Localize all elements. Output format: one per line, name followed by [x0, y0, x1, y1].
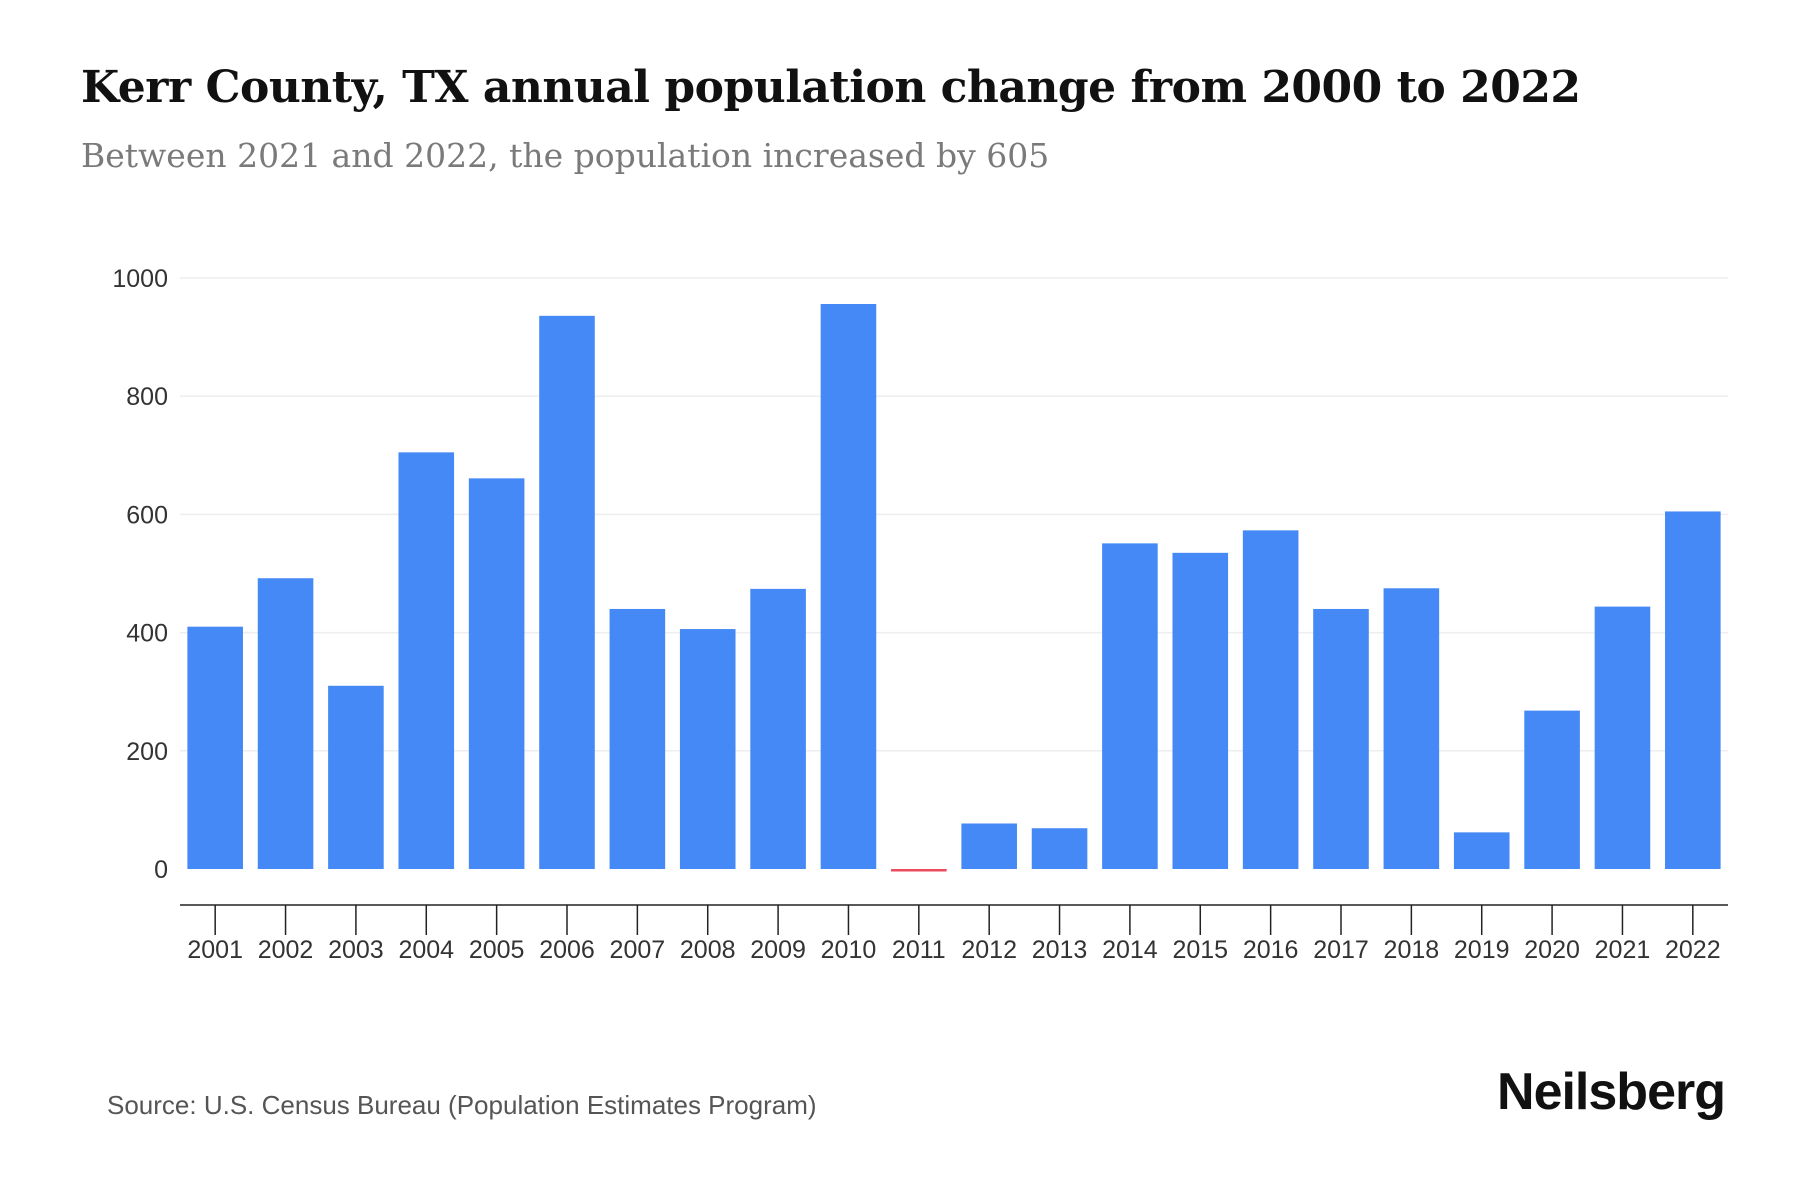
bar-2015 [1172, 552, 1229, 869]
x-tick-label: 2015 [1172, 936, 1228, 964]
x-tick-label: 2006 [539, 936, 595, 964]
x-tick-label: 2014 [1102, 936, 1158, 964]
y-axis-ticks: 0 200 400 600 800 1000 [112, 265, 168, 884]
y-tick-label: 200 [126, 738, 168, 766]
y-tick-label: 400 [126, 620, 168, 648]
x-tick-label: 2005 [469, 936, 525, 964]
bar-2007 [609, 608, 666, 869]
bar-2016 [1242, 530, 1299, 869]
bar-2019 [1453, 832, 1510, 869]
x-tick-label: 2021 [1595, 936, 1651, 964]
bar-2022 [1665, 511, 1721, 869]
bar-2018 [1383, 588, 1440, 869]
bar-2011 [891, 869, 947, 872]
x-tick-label: 2012 [961, 936, 1017, 964]
y-tick-label: 1000 [112, 265, 168, 293]
x-tick-label: 2011 [892, 936, 946, 964]
x-tick-label: 2004 [398, 936, 454, 964]
x-tick-label: 2007 [610, 936, 666, 964]
bar-2010 [820, 304, 877, 869]
x-tick-label: 2010 [821, 936, 877, 964]
bar-2013 [1031, 828, 1088, 869]
bar-2009 [750, 588, 806, 869]
x-tick-label: 2009 [750, 936, 806, 964]
bar-2001 [187, 626, 243, 869]
x-tick-label: 2003 [328, 936, 384, 964]
x-tick-label: 2020 [1524, 936, 1580, 964]
bars [187, 304, 1721, 872]
bar-2008 [679, 629, 736, 869]
x-tick-label: 2008 [680, 936, 736, 964]
bar-2021 [1594, 606, 1651, 869]
x-axis-ticks: 2001 2002 2003 2004 2005 2006 2007 2008 2009 2010… [187, 905, 1721, 964]
bar-2002 [257, 578, 314, 869]
bar-2005 [468, 478, 525, 869]
x-tick-label: 2013 [1032, 936, 1088, 964]
bar-2020 [1524, 710, 1580, 869]
y-tick-label: 800 [126, 383, 168, 411]
x-tick-label: 2001 [187, 936, 243, 964]
chart-title: Kerr County, TX annual population change… [81, 62, 1581, 113]
chart-subtitle: Between 2021 and 2022, the population in… [81, 136, 1050, 175]
bar-2012 [961, 823, 1017, 869]
x-tick-label: 2019 [1454, 936, 1510, 964]
bar-2006 [539, 315, 595, 870]
x-tick-label: 2016 [1243, 936, 1299, 964]
bar-2014 [1102, 543, 1158, 869]
bar-2017 [1313, 608, 1369, 869]
x-tick-label: 2022 [1665, 936, 1721, 964]
source-note: Source: U.S. Census Bureau (Population E… [107, 1090, 817, 1120]
bar-2004 [398, 452, 455, 869]
y-tick-label: 600 [126, 501, 168, 529]
brand-logo: Neilsberg [1497, 1063, 1726, 1121]
x-tick-label: 2017 [1313, 936, 1369, 964]
y-tick-label: 0 [154, 856, 168, 884]
x-tick-label: 2002 [258, 936, 314, 964]
x-tick-label: 2018 [1384, 936, 1440, 964]
bar-2003 [328, 685, 384, 869]
